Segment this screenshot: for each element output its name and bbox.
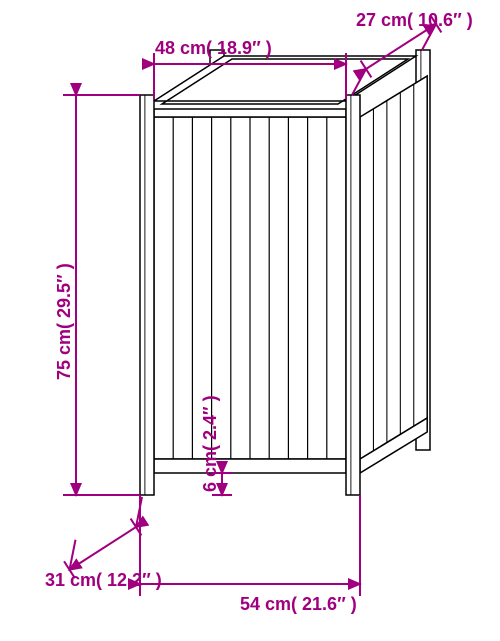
dim-height: 75 cm( 29.5″ ) [54,263,75,380]
dim-top-width: 48 cm( 18.9″ ) [155,38,272,59]
dim-top-depth: 27 cm( 10.6″ ) [356,10,473,31]
dim-foot: 6 cm( 2.4″ ) [200,395,221,492]
dim-base-depth: 31 cm( 12.2″ ) [45,570,162,591]
dim-base-width: 54 cm( 21.6″ ) [240,594,357,615]
